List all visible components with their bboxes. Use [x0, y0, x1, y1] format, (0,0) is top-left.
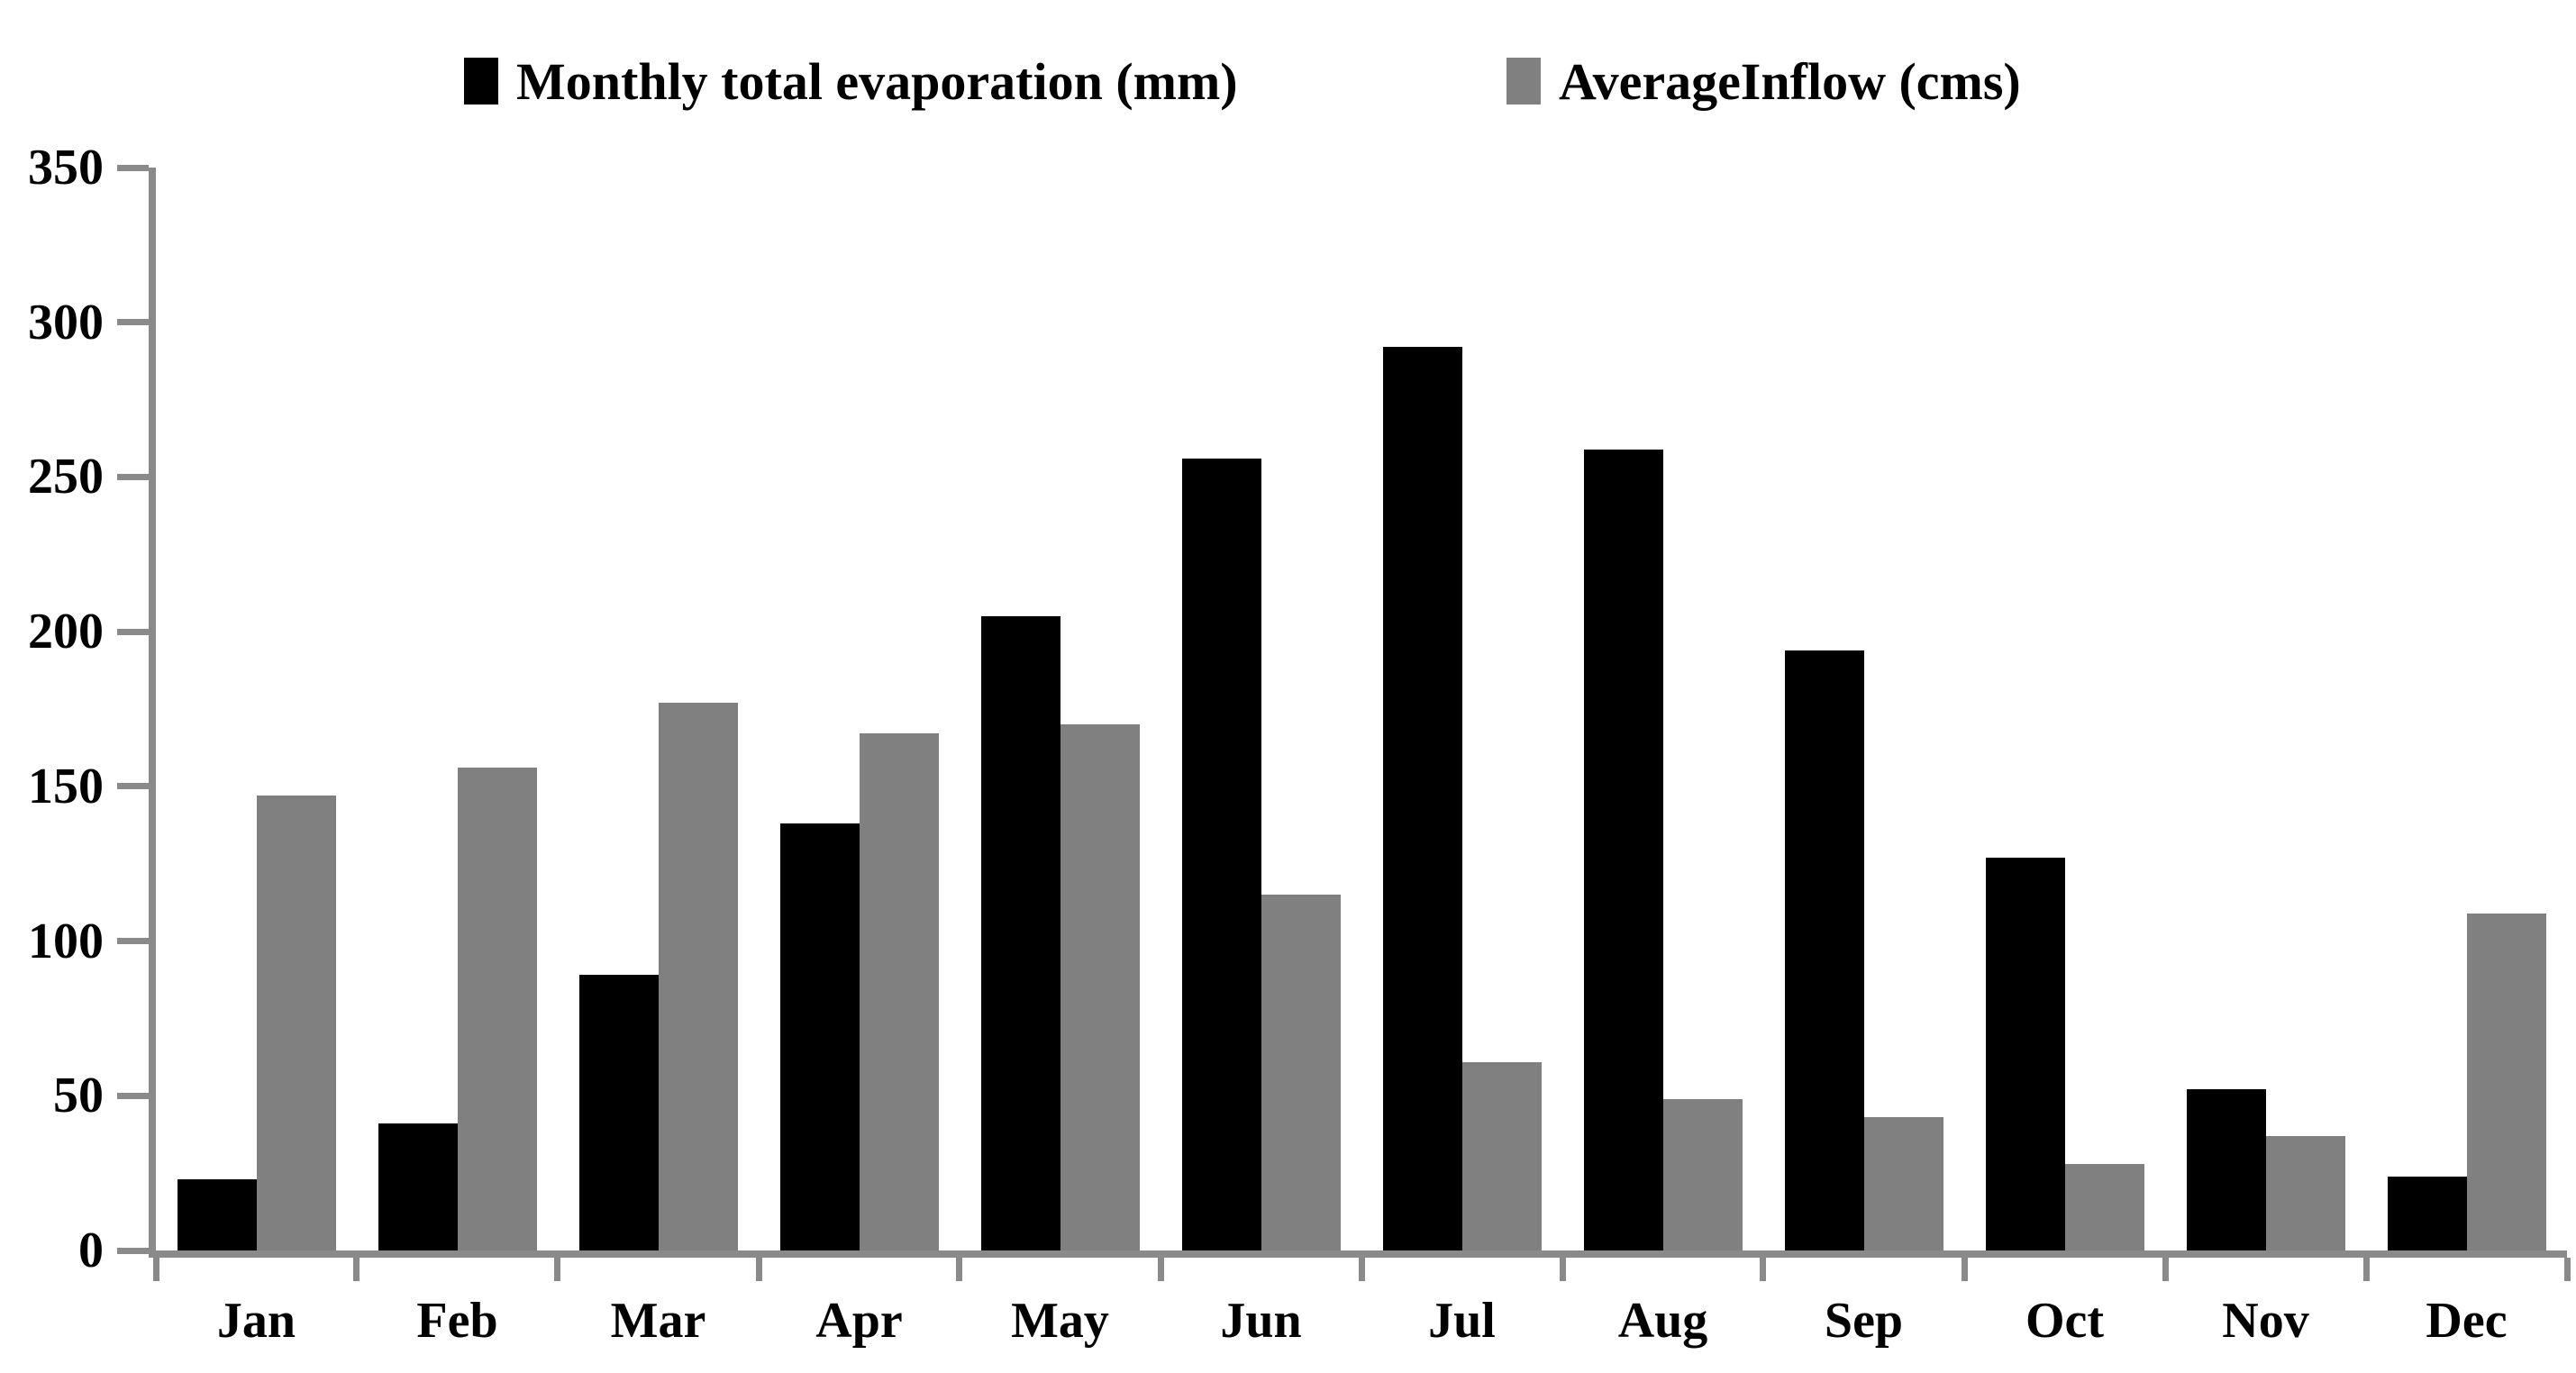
bar-jan-inflow: [256, 796, 336, 1250]
x-axis-tick-2: [554, 1258, 561, 1281]
bar-group-jan: [156, 168, 357, 1250]
bar-feb-evaporation: [378, 1123, 458, 1250]
x-tick-label-mar: Mar: [610, 1293, 706, 1349]
bar-mar-inflow: [658, 703, 738, 1250]
bar-aug-inflow: [1662, 1098, 1743, 1250]
bar-may-evaporation: [980, 615, 1060, 1250]
x-axis-tick-11: [2362, 1258, 2370, 1281]
y-axis-tick-350: [117, 164, 149, 171]
x-tick-label-jun: Jun: [1220, 1293, 1302, 1349]
bar-group-jun: [1161, 168, 1361, 1250]
y-axis-tick-300: [117, 319, 149, 326]
y-axis-tick-200: [117, 628, 149, 635]
bar-jan-evaporation: [177, 1179, 257, 1250]
bar-sep-inflow: [1863, 1117, 1943, 1250]
y-tick-label-100: 100: [28, 913, 104, 969]
x-axis-tick-8: [1760, 1258, 1767, 1281]
x-tick-label-may: May: [1011, 1293, 1109, 1349]
x-tick-label-oct: Oct: [2025, 1293, 2105, 1349]
bar-group-jul: [1361, 168, 1562, 1250]
legend-label-inflow: AverageInflow (cms): [1559, 51, 2021, 111]
y-tick-label-300: 300: [28, 294, 104, 350]
legend-item-inflow: AverageInflow (cms): [1506, 50, 2021, 113]
legend-label-evaporation: Monthly total evaporation (mm): [516, 51, 1238, 111]
bar-dec-evaporation: [2387, 1176, 2467, 1250]
y-axis-tick-50: [117, 1092, 149, 1099]
x-axis-tick-12: [2563, 1258, 2571, 1281]
y-tick-label-150: 150: [28, 758, 104, 814]
bar-jun-inflow: [1261, 895, 1341, 1250]
bar-nov-inflow: [2265, 1135, 2345, 1250]
x-tick-label-sep: Sep: [1824, 1293, 1904, 1349]
y-axis-tick-0: [117, 1247, 149, 1254]
bar-group-oct: [1964, 168, 2165, 1250]
x-axis-tick-3: [755, 1258, 762, 1281]
y-axis-tick-150: [117, 783, 149, 790]
x-tick-label-feb: Feb: [416, 1293, 498, 1349]
y-tick-label-200: 200: [28, 604, 104, 660]
plot-area: Jan Feb Mar Apr May Jun Jul Aug Sep Oct Nov Dec: [117, 164, 2571, 1349]
x-tick-label-apr: Apr: [815, 1293, 903, 1349]
x-axis-tick-10: [2162, 1258, 2169, 1281]
bar-jul-evaporation: [1382, 347, 1462, 1250]
bar-oct-evaporation: [1985, 857, 2065, 1250]
bar-group-mar: [558, 168, 759, 1250]
bar-group-aug: [1562, 168, 1763, 1250]
bar-jun-evaporation: [1181, 458, 1261, 1250]
bar-group-apr: [759, 168, 960, 1250]
legend-swatch-inflow: [1506, 58, 1541, 105]
bar-apr-inflow: [859, 733, 939, 1250]
bar-nov-evaporation: [2186, 1089, 2266, 1250]
x-tick-label-jan: Jan: [216, 1293, 296, 1349]
bar-group-may: [960, 168, 1161, 1250]
y-axis-tick-250: [117, 473, 149, 480]
legend-swatch-evaporation: [464, 58, 498, 105]
x-axis-tick-5: [1157, 1258, 1164, 1281]
bar-feb-inflow: [457, 768, 537, 1250]
bar-group-feb: [357, 168, 558, 1250]
y-tick-label-50: 50: [53, 1068, 104, 1124]
x-axis-tick-1: [353, 1258, 360, 1281]
bar-group-nov: [2165, 168, 2366, 1250]
x-axis-tick-7: [1559, 1258, 1566, 1281]
bar-sep-evaporation: [1784, 650, 1864, 1250]
y-axis-labels: 0 50 100 150 200 250 300 350: [0, 140, 104, 1278]
x-tick-label-nov: Nov: [2222, 1293, 2309, 1349]
x-axis-tick-4: [956, 1258, 963, 1281]
x-axis-tick-9: [1961, 1258, 1968, 1281]
y-tick-label-0: 0: [78, 1223, 104, 1278]
bar-aug-evaporation: [1583, 449, 1663, 1250]
x-tick-label-dec: Dec: [2426, 1293, 2508, 1349]
y-axis-tick-100: [117, 938, 149, 945]
bar-apr-evaporation: [779, 823, 860, 1250]
x-axis-tick-6: [1358, 1258, 1365, 1281]
x-axis-tick-0: [152, 1258, 159, 1281]
y-tick-label-350: 350: [28, 140, 104, 195]
bar-oct-inflow: [2064, 1163, 2144, 1250]
bar-group-dec: [2366, 168, 2567, 1250]
x-tick-label-aug: Aug: [1617, 1293, 1708, 1349]
bar-jul-inflow: [1461, 1061, 1542, 1250]
bar-mar-evaporation: [578, 975, 659, 1250]
bar-dec-inflow: [2466, 913, 2546, 1250]
bar-group-sep: [1763, 168, 1964, 1250]
x-tick-label-jul: Jul: [1428, 1293, 1496, 1349]
legend-item-evaporation: Monthly total evaporation (mm): [464, 50, 1238, 113]
y-tick-label-250: 250: [28, 449, 104, 505]
bar-may-inflow: [1060, 724, 1140, 1250]
